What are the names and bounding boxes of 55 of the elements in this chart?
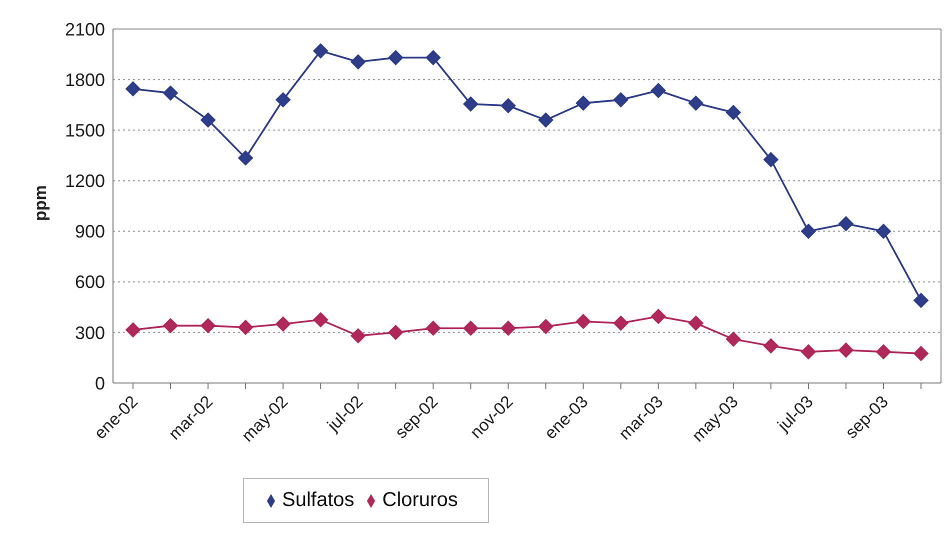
point	[126, 322, 140, 338]
point	[200, 112, 216, 128]
point	[426, 320, 441, 336]
point	[613, 316, 628, 331]
y-tick-label: 300	[74, 322, 105, 343]
point	[538, 112, 554, 128]
point	[914, 292, 928, 308]
point	[500, 320, 516, 336]
y-tick-label: 1200	[64, 171, 105, 192]
point	[463, 96, 478, 112]
point	[313, 312, 328, 328]
point	[126, 81, 140, 96]
point	[726, 332, 741, 347]
y-tick-label: 0	[94, 373, 105, 394]
point	[388, 50, 404, 66]
point	[763, 338, 778, 354]
point	[650, 308, 666, 324]
point	[726, 104, 741, 120]
point	[388, 324, 404, 340]
point	[426, 50, 441, 66]
point	[276, 316, 291, 332]
y-tick-label: 1800	[64, 70, 105, 90]
point	[688, 96, 704, 111]
point	[876, 224, 891, 239]
legend-label: Sulfatos	[282, 489, 354, 511]
point	[763, 152, 778, 168]
point	[463, 320, 478, 336]
point	[238, 150, 254, 166]
point	[163, 86, 178, 101]
point	[350, 328, 366, 344]
point	[163, 318, 178, 334]
point	[500, 98, 516, 114]
point	[613, 92, 628, 108]
point	[538, 319, 554, 334]
point	[914, 346, 928, 361]
y-tick-label: 2100	[64, 19, 105, 40]
y-tick-label: 900	[74, 222, 105, 242]
point	[576, 96, 591, 111]
point	[688, 316, 704, 331]
legend-label: Cloruros	[382, 489, 458, 511]
point	[350, 54, 366, 70]
point	[838, 342, 854, 358]
y-tick-label: 600	[74, 272, 105, 292]
point	[576, 314, 591, 329]
point	[838, 216, 854, 232]
y-tick-label: 1500	[64, 120, 105, 141]
point	[876, 344, 891, 360]
point	[800, 224, 816, 239]
point	[313, 43, 328, 58]
point	[276, 92, 291, 108]
point	[238, 320, 254, 335]
y-axis-title: ppm	[31, 185, 50, 221]
point	[650, 83, 666, 98]
point	[800, 344, 816, 360]
point	[200, 318, 216, 334]
